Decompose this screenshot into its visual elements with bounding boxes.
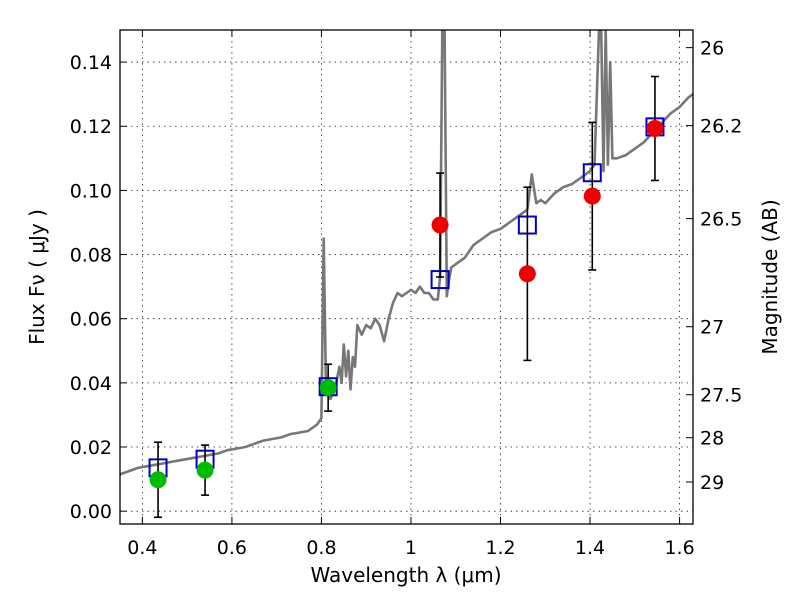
y-tick-label: 0.02 bbox=[70, 437, 112, 459]
y2-tick-label: 26 bbox=[700, 38, 724, 60]
y-tick-label: 0.14 bbox=[70, 52, 112, 74]
x-axis-label: Wavelength λ (μm) bbox=[310, 563, 501, 587]
y2-tick-label: 29 bbox=[700, 472, 724, 494]
y-axis-label: Flux Fν ( μJy ) bbox=[25, 209, 49, 345]
y2-tick-label: 26.5 bbox=[700, 209, 742, 231]
y-tick-label: 0.10 bbox=[70, 180, 112, 202]
observed-point bbox=[583, 187, 601, 205]
y2-tick-label: 26.2 bbox=[700, 116, 742, 138]
y-tick-label: 0.04 bbox=[70, 373, 112, 395]
x-tick-label: 0.6 bbox=[217, 537, 247, 559]
observed-point bbox=[319, 379, 337, 397]
spectrum-layer bbox=[120, 30, 693, 476]
observed-point bbox=[518, 265, 536, 283]
x-tick-label: 0.8 bbox=[306, 537, 336, 559]
y2-tick-label: 27.5 bbox=[700, 385, 742, 407]
y-tick-label: 0.06 bbox=[70, 309, 112, 331]
y-tick-label: 0.12 bbox=[70, 116, 112, 138]
y-tick-label: 0.08 bbox=[70, 245, 112, 267]
x-tick-label: 1.4 bbox=[575, 537, 605, 559]
axis-ticks: 0.4 0.6 0.8 1 1.2 1.4 1.6 0.00 0.02 0.04 0.06 0.08 0… bbox=[70, 30, 742, 559]
y2-tick-label: 27 bbox=[700, 317, 724, 339]
plot-frame bbox=[119, 29, 694, 525]
x-tick-label: 1.6 bbox=[664, 537, 694, 559]
x-tick-label: 1.2 bbox=[485, 537, 515, 559]
y2-axis-label: Magnitude (AB) bbox=[758, 199, 782, 354]
marks-layer bbox=[148, 75, 665, 519]
observed-point bbox=[196, 461, 214, 479]
observed-point bbox=[149, 471, 167, 489]
observed-point bbox=[431, 216, 449, 234]
y-tick-label: 0.00 bbox=[70, 501, 112, 523]
x-tick-label: 1 bbox=[405, 537, 417, 559]
x-tick-label: 0.4 bbox=[127, 537, 157, 559]
y2-tick-label: 28 bbox=[700, 428, 724, 450]
observed-point bbox=[646, 119, 664, 137]
spectrum-line bbox=[120, 30, 693, 476]
grid-lines bbox=[120, 30, 693, 524]
